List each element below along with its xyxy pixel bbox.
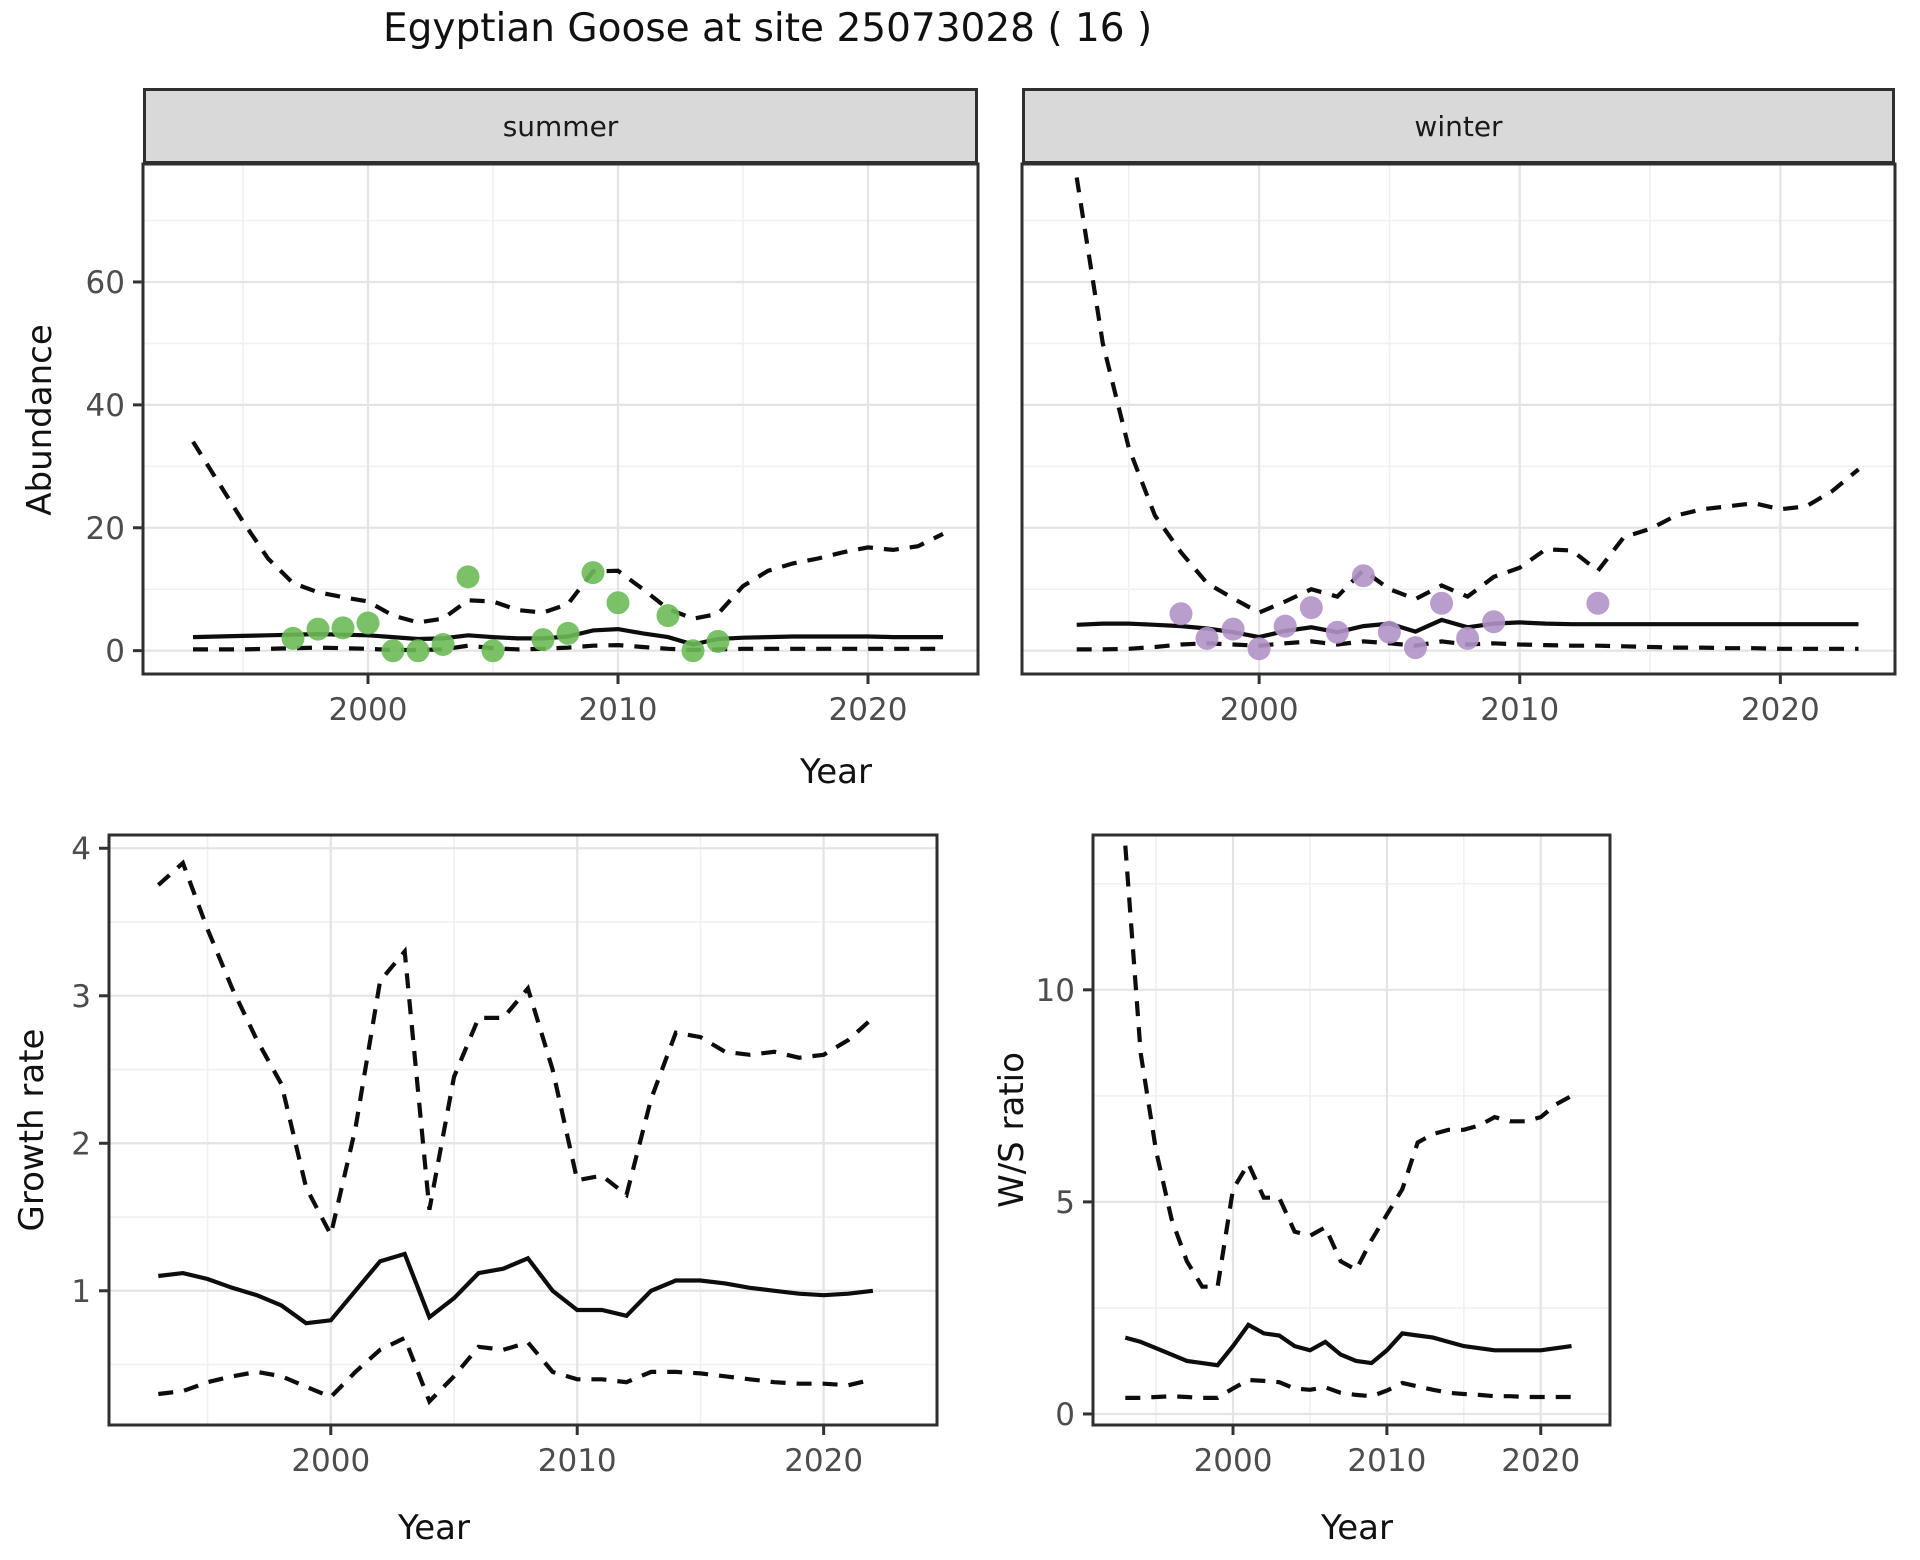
y-tick-label: 40 <box>86 388 125 424</box>
facet-strip-summer: summer <box>143 88 978 164</box>
x-tick-label: 2010 <box>579 692 658 728</box>
data-point-summer <box>381 639 405 663</box>
y-axis-title-abundance: Abundance <box>20 324 60 516</box>
data-point-summer <box>681 639 705 663</box>
x-axis-title-year-bottom-right: Year <box>1321 1508 1393 1548</box>
x-tick-label: 2000 <box>1220 692 1299 728</box>
data-point-winter <box>1169 602 1193 626</box>
data-point-winter <box>1247 637 1271 661</box>
y-axis-title-growth-rate: Growth rate <box>12 1028 52 1232</box>
data-point-summer <box>606 591 630 615</box>
x-axis-title-year-bottom-left: Year <box>398 1508 470 1548</box>
panel-growth-rate: 2000 2010 2020 1 2 3 4 <box>71 831 939 1479</box>
data-point-winter <box>1221 617 1245 641</box>
x-tick-label: 2010 <box>1480 692 1559 728</box>
x-tick-label: 2010 <box>538 1443 617 1479</box>
series-mean <box>1124 1322 1572 1368</box>
x-tick-label: 2020 <box>1501 1443 1580 1479</box>
x-tick-label: 2000 <box>1194 1443 1273 1479</box>
y-tick-label: 60 <box>86 265 125 301</box>
data-point-summer <box>431 633 455 656</box>
panel-abundance-summer: 2000 2010 2020 0 20 40 60 <box>86 162 980 728</box>
panel-abundance-winter: 2000 2010 2020 <box>1020 162 1897 728</box>
panel-border <box>107 833 939 1427</box>
facet-strip-winter: winter <box>1022 88 1895 164</box>
series-upper_ci <box>1074 177 1860 615</box>
y-axis-title-ws-ratio: W/S ratio <box>992 1052 1032 1208</box>
data-point-summer <box>306 617 330 641</box>
data-point-summer <box>456 565 480 589</box>
series-lower_ci <box>158 1335 874 1406</box>
y-tick-label: 1 <box>71 1274 91 1310</box>
y-tick-label: 3 <box>71 979 91 1015</box>
series-lower_ci <box>193 642 943 653</box>
panel-background <box>1022 164 1895 674</box>
data-point-winter <box>1586 591 1610 615</box>
y-tick-label: 10 <box>1036 973 1075 1009</box>
data-point-summer <box>406 639 430 663</box>
panel-border <box>1020 162 1897 676</box>
y-tick-label: 20 <box>86 511 125 547</box>
series-mean <box>158 1251 874 1326</box>
series-upper_ci <box>191 440 944 625</box>
series-upper_ci <box>1123 845 1573 1289</box>
y-tick-label: 0 <box>105 634 125 670</box>
y-tick-label: 2 <box>71 1126 91 1162</box>
data-point-summer <box>481 639 505 663</box>
data-point-summer <box>581 561 605 585</box>
x-tick-label: 2010 <box>1347 1443 1426 1479</box>
panel-border <box>1091 833 1612 1427</box>
data-point-winter <box>1325 620 1349 644</box>
data-point-winter <box>1195 626 1219 650</box>
facet-strip-winter-label: winter <box>1414 109 1503 143</box>
panel-background <box>143 164 978 674</box>
figure-title: Egyptian Goose at site 25073028 ( 16 ) <box>383 6 1153 51</box>
panel-ws-ratio: 2000 2010 2020 0 5 10 <box>1036 833 1612 1479</box>
panel-border <box>141 162 980 676</box>
data-point-summer <box>331 616 355 640</box>
x-tick-label: 2020 <box>1741 692 1820 728</box>
data-point-winter <box>1377 620 1401 644</box>
x-tick-label: 2020 <box>784 1443 863 1479</box>
data-point-summer <box>281 626 305 650</box>
data-point-winter <box>1404 636 1427 660</box>
data-point-summer <box>356 611 380 635</box>
panel-background <box>109 835 937 1425</box>
data-point-summer <box>706 629 730 653</box>
data-point-winter <box>1482 610 1506 634</box>
data-point-winter <box>1430 591 1454 615</box>
data-point-summer <box>656 604 680 628</box>
facet-strip-summer-label: summer <box>502 109 619 143</box>
x-tick-label: 2000 <box>291 1443 370 1479</box>
data-point-winter <box>1299 596 1323 620</box>
x-tick-label: 2020 <box>829 692 908 728</box>
series-upper_ci <box>156 859 875 1241</box>
data-point-summer <box>556 621 580 645</box>
y-tick-label: 4 <box>71 831 91 867</box>
x-axis-title-year-top: Year <box>800 752 872 792</box>
data-point-winter <box>1351 564 1375 588</box>
data-point-winter <box>1273 614 1297 638</box>
data-point-winter <box>1456 626 1480 650</box>
x-tick-label: 2000 <box>329 692 408 728</box>
y-tick-label: 0 <box>1055 1397 1075 1433</box>
data-point-summer <box>531 628 555 652</box>
panel-background <box>1093 835 1610 1425</box>
y-tick-label: 5 <box>1055 1185 1075 1221</box>
